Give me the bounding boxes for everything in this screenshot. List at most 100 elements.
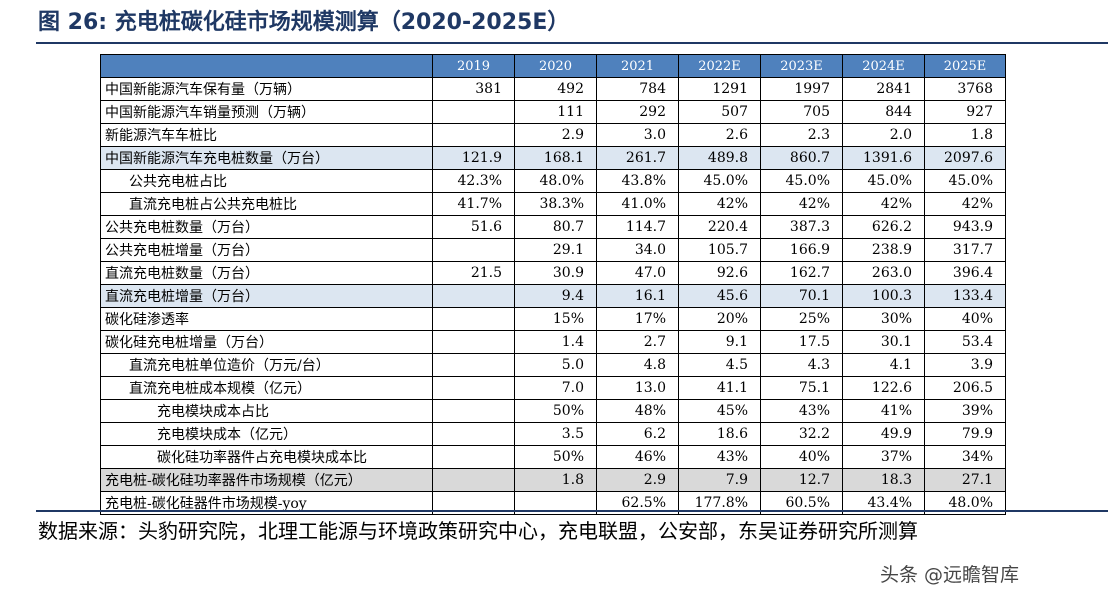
cell-value: 50% — [514, 445, 597, 469]
cell-value: 45.0% — [760, 169, 843, 193]
cell-value: 42.3% — [432, 169, 515, 193]
cell-value: 29.1 — [514, 238, 597, 262]
cell-value: 2.9 — [596, 468, 679, 492]
cell-value — [432, 422, 515, 446]
source-divider — [36, 510, 1108, 512]
row-label: 公共充电桩数量（万台） — [100, 215, 433, 239]
cell-value: 49.9 — [842, 422, 925, 446]
cell-value: 17.5 — [760, 330, 843, 354]
watermark: 头条 @远瞻智库 — [880, 564, 1020, 586]
cell-value: 2097.6 — [924, 146, 1006, 170]
cell-value: 16.1 — [596, 284, 679, 308]
cell-value: 2.7 — [596, 330, 679, 354]
cell-value: 32.2 — [760, 422, 843, 446]
cell-value: 50% — [514, 399, 597, 423]
cell-value: 4.3 — [760, 353, 843, 377]
cell-value: 45.6 — [678, 284, 761, 308]
cell-value: 927 — [924, 100, 1006, 124]
table-row: 直流充电桩增量（万台） 9.4 16.1 45.6 70.1 100.3 133.4 — [100, 284, 1006, 308]
cell-value: 34.0 — [596, 238, 679, 262]
cell-value: 45.0% — [842, 169, 925, 193]
cell-value: 7.9 — [678, 468, 761, 492]
table-row: 充电模块成本（亿元） 3.5 6.2 18.6 32.2 49.9 79.9 — [100, 422, 1006, 446]
table-row: 充电桩-碳化硅功率器件市场规模（亿元） 1.8 2.9 7.9 12.7 18.3 27.1 — [100, 468, 1006, 492]
row-label: 直流充电桩增量（万台） — [100, 284, 433, 308]
cell-value: 2.6 — [678, 123, 761, 147]
row-label: 充电模块成本占比 — [100, 399, 433, 423]
cell-value: 100.3 — [842, 284, 925, 308]
cell-value: 48% — [596, 399, 679, 423]
table-row: 直流充电桩单位造价（万元/台） 5.0 4.8 4.5 4.3 4.1 3.9 — [100, 353, 1006, 377]
cell-value: 92.6 — [678, 261, 761, 285]
figure-title: 图 26: 充电桩碳化硅市场规模测算（2020-2025E） — [38, 10, 570, 35]
cell-value: 489.8 — [678, 146, 761, 170]
table-row: 公共充电桩数量（万台） 51.6 80.7 114.7 220.4 387.3 626.2 9… — [100, 215, 1006, 239]
row-label: 中国新能源汽车销量预测（万辆） — [100, 100, 433, 124]
cell-value: 27.1 — [924, 468, 1006, 492]
table-row: 中国新能源汽车销量预测（万辆） 111 292 507 705 844 927 — [100, 100, 1006, 124]
cell-value: 220.4 — [678, 215, 761, 239]
row-label: 直流充电桩占公共充电桩比 — [100, 192, 433, 216]
cell-value: 30% — [842, 307, 925, 331]
cell-value — [432, 468, 515, 492]
cell-value: 162.7 — [760, 261, 843, 285]
cell-value: 3.9 — [924, 353, 1006, 377]
cell-value: 844 — [842, 100, 925, 124]
cell-value: 943.9 — [924, 215, 1006, 239]
cell-value: 25% — [760, 307, 843, 331]
table-row: 碳化硅充电桩增量（万台） 1.4 2.7 9.1 17.5 30.1 53.4 — [100, 330, 1006, 354]
cell-value: 2.9 — [514, 123, 597, 147]
cell-value: 3.5 — [514, 422, 597, 446]
table-row: 中国新能源汽车保有量（万辆） 381 492 784 1291 1997 2841 3768 — [100, 77, 1006, 101]
cell-value: 39% — [924, 399, 1006, 423]
cell-value: 42% — [924, 192, 1006, 216]
title-divider — [36, 42, 1108, 44]
header-year: 2025E — [924, 54, 1006, 78]
cell-value: 1.8 — [514, 468, 597, 492]
table-row: 公共充电桩占比 42.3% 48.0% 43.8% 45.0% 45.0% 45.0% 45.… — [100, 169, 1006, 193]
cell-value: 41.7% — [432, 192, 515, 216]
cell-value: 17% — [596, 307, 679, 331]
row-label: 公共充电桩增量（万台） — [100, 238, 433, 262]
cell-value: 3768 — [924, 77, 1006, 101]
cell-value — [432, 445, 515, 469]
header-year: 2020 — [514, 54, 597, 78]
cell-value — [432, 307, 515, 331]
table-row: 碳化硅功率器件占充电模块成本比 50% 46% 43% 40% 37% 34% — [100, 445, 1006, 469]
row-label: 碳化硅功率器件占充电模块成本比 — [100, 445, 433, 469]
row-label: 碳化硅充电桩增量（万台） — [100, 330, 433, 354]
cell-value: 15% — [514, 307, 597, 331]
cell-value: 133.4 — [924, 284, 1006, 308]
cell-value: 114.7 — [596, 215, 679, 239]
cell-value: 1391.6 — [842, 146, 925, 170]
cell-value: 40% — [760, 445, 843, 469]
header-year: 2023E — [760, 54, 843, 78]
cell-value: 860.7 — [760, 146, 843, 170]
cell-value: 5.0 — [514, 353, 597, 377]
cell-value: 1.8 — [924, 123, 1006, 147]
cell-value: 492 — [514, 77, 597, 101]
cell-value: 43% — [760, 399, 843, 423]
cell-value: 42% — [678, 192, 761, 216]
cell-value: 38.3% — [514, 192, 597, 216]
cell-value: 45.0% — [924, 169, 1006, 193]
cell-value: 263.0 — [842, 261, 925, 285]
cell-value: 12.7 — [760, 468, 843, 492]
cell-value: 41.0% — [596, 192, 679, 216]
cell-value: 2841 — [842, 77, 925, 101]
cell-value: 784 — [596, 77, 679, 101]
table-row: 直流充电桩成本规模（亿元） 7.0 13.0 41.1 75.1 122.6 206.5 — [100, 376, 1006, 400]
cell-value — [432, 353, 515, 377]
cell-value: 20% — [678, 307, 761, 331]
cell-value: 13.0 — [596, 376, 679, 400]
cell-value: 2.0 — [842, 123, 925, 147]
table-row: 新能源汽车车桩比 2.9 3.0 2.6 2.3 2.0 1.8 — [100, 123, 1006, 147]
cell-value: 47.0 — [596, 261, 679, 285]
row-label: 直流充电桩成本规模（亿元） — [100, 376, 433, 400]
cell-value: 34% — [924, 445, 1006, 469]
cell-value — [432, 376, 515, 400]
cell-value: 43% — [678, 445, 761, 469]
table-row: 中国新能源汽车充电桩数量（万台） 121.9 168.1 261.7 489.8 860.… — [100, 146, 1006, 170]
cell-value: 317.7 — [924, 238, 1006, 262]
cell-value: 30.1 — [842, 330, 925, 354]
